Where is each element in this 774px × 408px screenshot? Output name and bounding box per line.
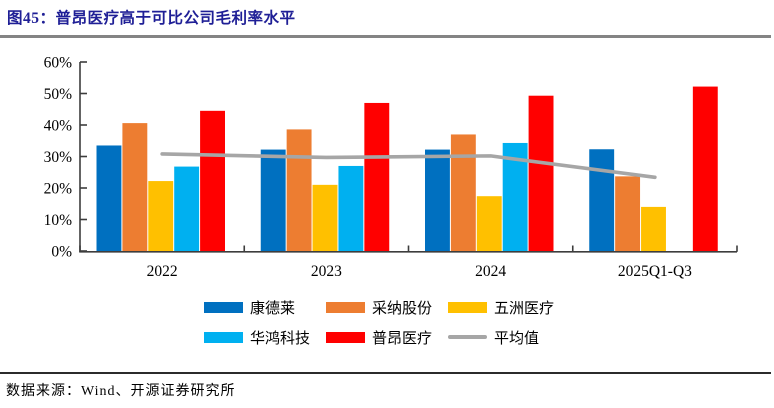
bar-series-1-cat-0: [122, 123, 148, 251]
chart-legend: 康德莱 采纳股份 五洲医疗华鸿科技 普昂医疗 平均值: [0, 297, 774, 347]
legend-item-4: 普昂医疗: [326, 327, 448, 347]
bar-series-0-cat-1: [260, 149, 286, 251]
x-axis-label: 2025Q1-Q3: [618, 263, 692, 280]
legend-label: 华鸿科技: [250, 330, 311, 347]
legend-item-2: 五洲医疗: [448, 297, 570, 317]
legend-label: 五洲医疗: [494, 300, 555, 317]
legend-swatch: [204, 301, 243, 313]
bar-series-3-cat-0: [174, 166, 200, 251]
legend-swatch: [204, 331, 243, 343]
bar-series-4-cat-3: [692, 86, 718, 251]
bar-series-1-cat-2: [450, 134, 476, 251]
gross-margin-bar-chart: 0% 10% 20% 30% 40% 50% 60% 2022 2023 2024 2025Q1-Q…: [44, 55, 738, 280]
bar-series-1-cat-1: [286, 129, 312, 251]
bar-series-2-cat-2: [476, 196, 502, 251]
bar-series-0-cat-0: [96, 145, 122, 251]
bar-series-4-cat-0: [200, 110, 225, 251]
bar-series-2-cat-0: [148, 181, 174, 251]
legend-label: 采纳股份: [372, 300, 433, 317]
legend-swatch: [448, 301, 487, 313]
bar-series-2-cat-1: [312, 184, 338, 251]
legend-swatch: [326, 331, 365, 343]
bar-series-0-cat-3: [589, 149, 615, 251]
legend-label: 平均值: [494, 330, 540, 347]
legend-label: 普昂医疗: [372, 330, 433, 347]
legend-item-3: 华鸿科技: [204, 327, 326, 347]
data-source: 数据来源：Wind、开源证券研究所: [6, 384, 236, 399]
legend-item-5: 平均值: [448, 327, 570, 347]
y-axis-label: 30%: [44, 149, 73, 166]
title-divider: [0, 35, 771, 38]
y-axis-label: 10%: [44, 212, 73, 229]
bar-series-3-cat-1: [338, 165, 364, 251]
y-axis-label: 40%: [44, 118, 73, 135]
x-axis-label: 2024: [475, 263, 506, 280]
bar-series-1-cat-3: [615, 176, 641, 251]
average-line: [160, 152, 657, 180]
legend-line-swatch: [448, 335, 487, 339]
legend-swatch: [326, 301, 365, 313]
legend-item-0: 康德莱: [204, 297, 326, 317]
bar-series-0-cat-2: [425, 149, 450, 251]
y-axis-label: 60%: [44, 55, 73, 72]
legend-item-1: 采纳股份: [326, 297, 448, 317]
bar-series-4-cat-2: [528, 95, 554, 251]
y-axis-label: 50%: [44, 86, 73, 103]
x-axis-label: 2023: [311, 263, 342, 280]
bar-series-4-cat-1: [364, 102, 390, 251]
footer-divider: [0, 372, 771, 374]
bar-series-2-cat-3: [641, 206, 666, 251]
legend-label: 康德莱: [250, 300, 296, 317]
figure-title: 图45：普昂医疗高于可比公司毛利率水平: [7, 10, 296, 27]
y-axis-label: 0%: [51, 244, 72, 261]
y-axis-label: 20%: [44, 181, 73, 198]
x-axis-label: 2022: [147, 263, 178, 280]
